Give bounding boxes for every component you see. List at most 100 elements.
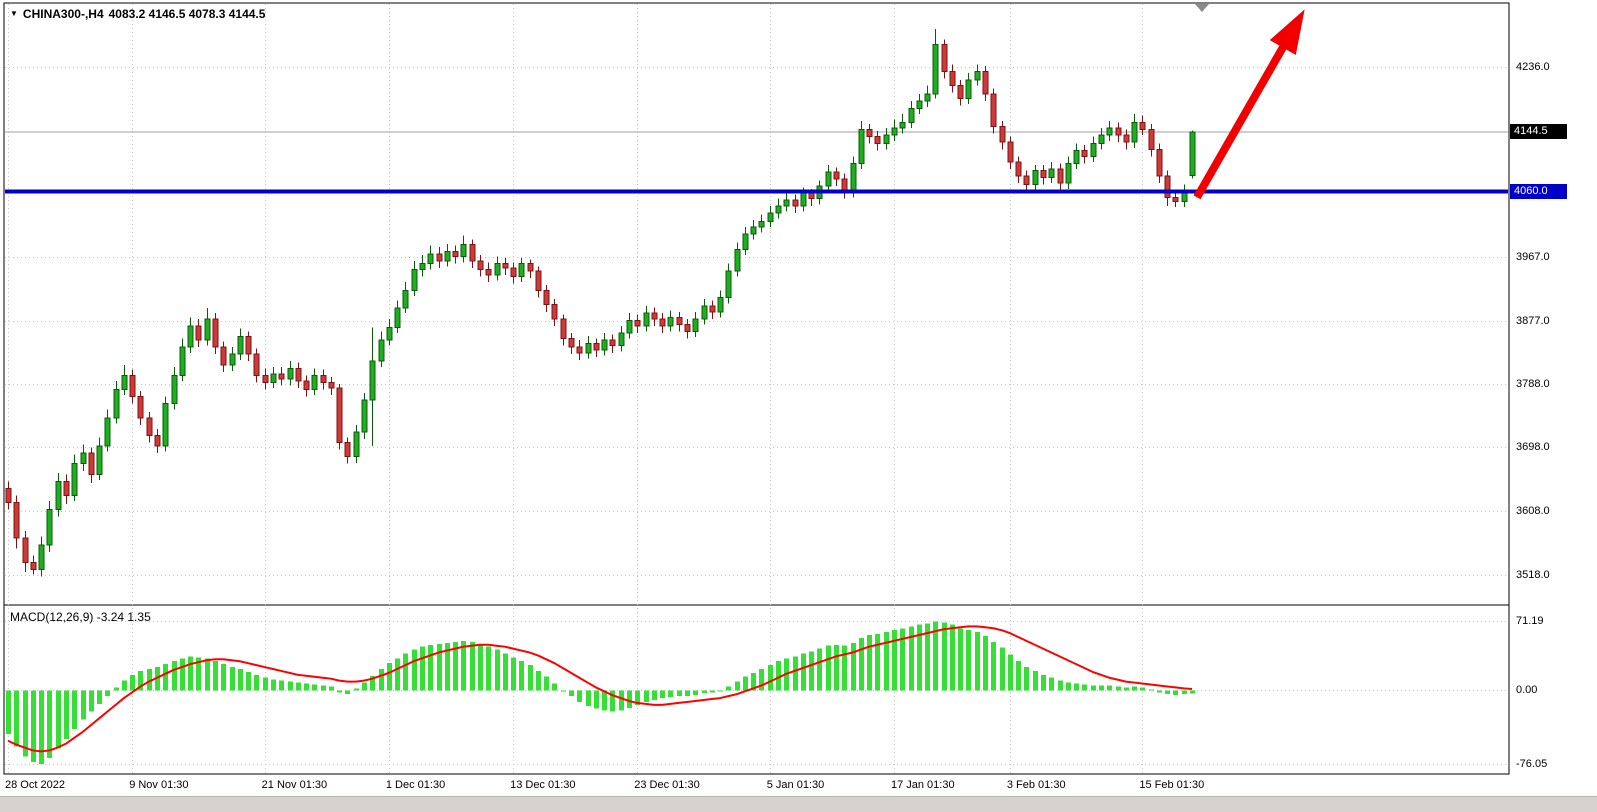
candle-body bbox=[229, 353, 236, 366]
macd-histogram-bar bbox=[6, 690, 11, 734]
trend-arrow-head[interactable] bbox=[1269, 9, 1305, 55]
candle-body bbox=[990, 93, 997, 128]
candle-body bbox=[709, 305, 716, 313]
macd-histogram-bar bbox=[817, 648, 822, 691]
candle-body bbox=[63, 480, 70, 496]
main-chart-panel bbox=[3, 2, 1510, 606]
candle-body bbox=[965, 79, 972, 99]
macd-histogram-bar bbox=[89, 690, 94, 712]
candle-body bbox=[659, 318, 666, 327]
macd-histogram-bar bbox=[710, 690, 715, 693]
candle-body bbox=[55, 480, 62, 511]
macd-histogram-bar bbox=[14, 690, 19, 747]
time-axis[interactable]: 28 Oct 2022 9 Nov 01:30 21 Nov 01:30 1 Dec … bbox=[0, 775, 1510, 796]
macd-histogram-bar bbox=[412, 649, 417, 691]
macd-histogram-bar bbox=[718, 690, 723, 692]
candle-body bbox=[949, 71, 956, 87]
candle-body bbox=[1032, 169, 1039, 186]
macd-histogram-bar bbox=[420, 646, 425, 691]
candle-body bbox=[1115, 127, 1122, 136]
macd-histogram-bar bbox=[950, 624, 955, 691]
macd-histogram-bar bbox=[122, 680, 127, 691]
candle-body bbox=[419, 263, 426, 270]
macd-histogram-bar bbox=[304, 683, 309, 691]
macd-histogram-bar bbox=[925, 623, 930, 691]
candle-body bbox=[1023, 175, 1030, 186]
candle-body bbox=[643, 312, 650, 327]
macd-histogram-bar bbox=[180, 658, 185, 691]
time-axis-label: 15 Feb 01:30 bbox=[1139, 779, 1205, 791]
macd-histogram-bar bbox=[519, 661, 524, 691]
price-axis[interactable]: 4236.0 3967.0 3877.0 3788.0 3698.0 3608.0 3518… bbox=[1510, 0, 1597, 775]
candle-body bbox=[676, 316, 683, 325]
candle-body bbox=[452, 251, 459, 258]
macd-histogram-bar bbox=[875, 634, 880, 691]
macd-histogram-bar bbox=[130, 674, 135, 691]
macd-histogram-bar bbox=[503, 653, 508, 691]
macd-histogram-bar bbox=[279, 680, 284, 691]
candle-body bbox=[129, 374, 136, 398]
macd-histogram-bar bbox=[751, 672, 756, 691]
candle-body bbox=[154, 434, 161, 447]
candle-body bbox=[932, 44, 939, 95]
macd-axis-label: -76.05 bbox=[1516, 758, 1548, 771]
candle-body bbox=[585, 343, 592, 354]
candle-body bbox=[1156, 148, 1163, 177]
chart-shift-marker[interactable] bbox=[1194, 4, 1209, 12]
macd-histogram-bar bbox=[1066, 682, 1071, 691]
candle-body bbox=[1073, 150, 1080, 164]
candle-body bbox=[494, 263, 501, 276]
candle-body bbox=[113, 388, 120, 419]
macd-histogram-bar bbox=[1124, 687, 1129, 691]
macd-histogram-bar bbox=[544, 676, 549, 691]
macd-histogram-bar bbox=[900, 628, 905, 691]
candle-body bbox=[502, 263, 509, 269]
macd-histogram-bar bbox=[486, 646, 491, 691]
macd-histogram-bar bbox=[892, 630, 897, 691]
candle-body bbox=[336, 387, 343, 443]
candle-body bbox=[883, 134, 890, 145]
candle-body bbox=[850, 162, 857, 193]
candle-body bbox=[402, 290, 409, 309]
macd-histogram-bar bbox=[437, 643, 442, 691]
candle-body bbox=[212, 318, 219, 348]
macd-histogram-bar bbox=[652, 690, 657, 701]
macd-histogram-bar bbox=[958, 628, 963, 691]
trend-arrow-shaft[interactable] bbox=[1193, 40, 1290, 200]
macd-histogram-bar bbox=[991, 641, 996, 691]
candle-body bbox=[80, 452, 87, 465]
macd-histogram-bar bbox=[147, 668, 152, 691]
candle-body bbox=[460, 244, 467, 258]
candle-body bbox=[1131, 121, 1138, 143]
macd-histogram-bar bbox=[445, 642, 450, 691]
candle-body bbox=[171, 374, 178, 405]
candle-body bbox=[353, 431, 360, 458]
macd-axis-label: 71.19 bbox=[1516, 615, 1544, 628]
macd-histogram-bar bbox=[743, 676, 748, 691]
macd-histogram-bar bbox=[1041, 674, 1046, 691]
candle-body bbox=[982, 71, 989, 95]
macd-histogram-bar bbox=[23, 690, 28, 757]
macd-histogram-bar bbox=[72, 690, 77, 730]
price-axis-label: 3967.0 bbox=[1516, 251, 1550, 264]
macd-histogram-bar bbox=[461, 640, 466, 691]
macd-histogram-bar bbox=[64, 690, 69, 739]
macd-histogram-bar bbox=[1008, 654, 1013, 691]
macd-histogram-bar bbox=[759, 668, 764, 691]
candle-body bbox=[941, 44, 948, 73]
time-axis-label: 21 Nov 01:30 bbox=[261, 779, 328, 791]
macd-histogram-bar bbox=[660, 690, 665, 699]
candle-body bbox=[899, 121, 906, 129]
macd-histogram-bar bbox=[163, 664, 168, 691]
price-axis-label: 3877.0 bbox=[1516, 314, 1550, 327]
candle-body bbox=[734, 249, 741, 272]
macd-histogram-bar bbox=[39, 690, 44, 765]
candle-body bbox=[204, 318, 211, 341]
candle-body bbox=[295, 367, 302, 382]
candle-body bbox=[220, 346, 227, 366]
price-axis-label: 3788.0 bbox=[1516, 377, 1550, 390]
candle-body bbox=[750, 226, 757, 235]
symbol-triangle-icon[interactable]: ▼ bbox=[10, 9, 18, 18]
